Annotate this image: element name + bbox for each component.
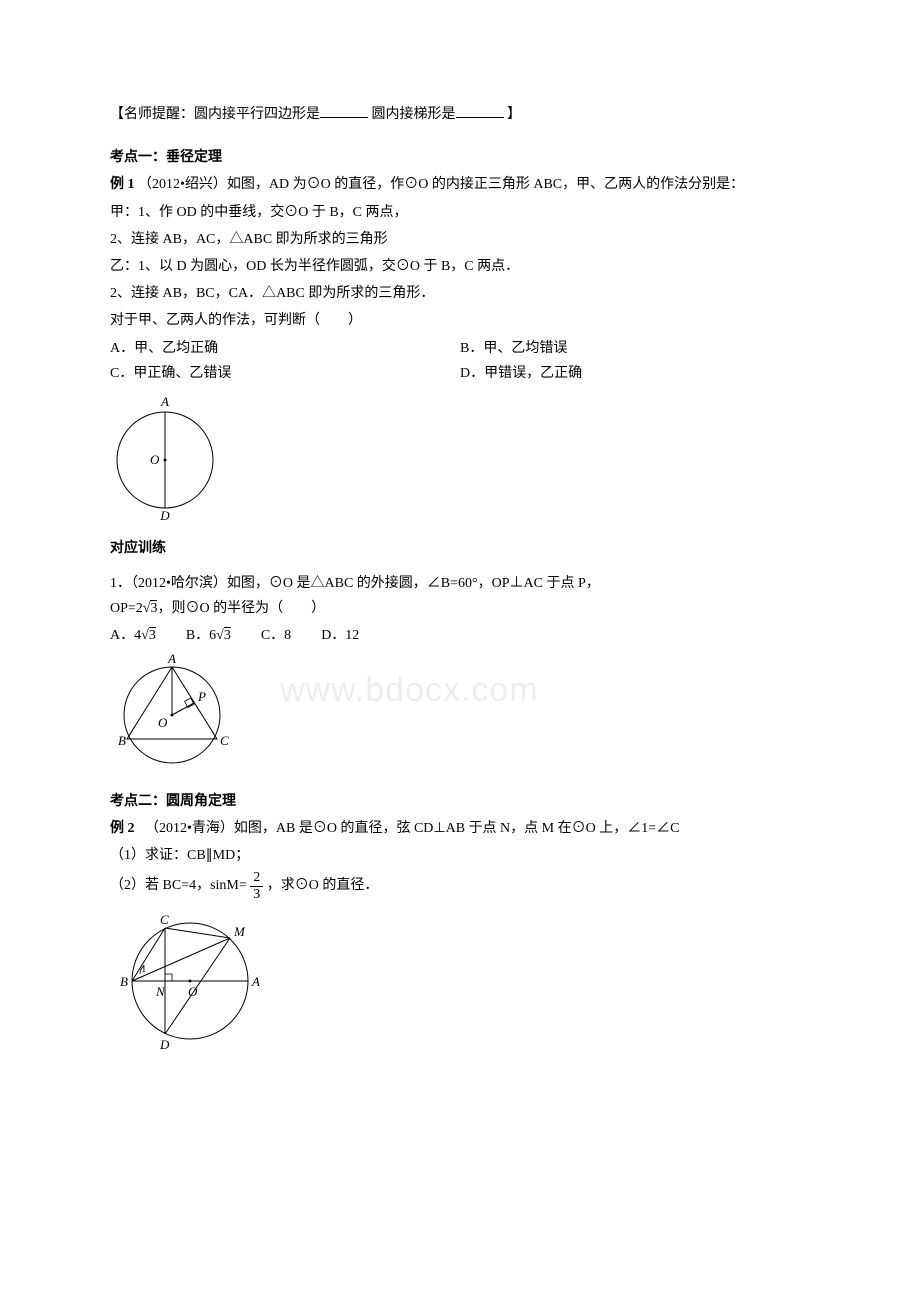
p-opt-a: A．4√3 [110,623,156,648]
example1-line: 例 1 （2012•绍兴）如图，AD 为⊙O 的直径，作⊙O 的内接正三角形 A… [110,172,810,197]
ex2-p2: （2）若 BC=4，sinM= 2 3 ，求⊙O 的直径． [110,870,810,902]
fig3-A: A [251,974,260,989]
options-row1: A．甲、乙均正确 B．甲、乙均错误 [110,336,810,361]
ex2-text: （2012•青海）如图，AB 是⊙O 的直径，弦 CD⊥AB 于点 N，点 M … [145,821,679,836]
p2a: （2）若 BC=4，sinM= [110,878,250,893]
p-opt-d: D．12 [321,623,359,648]
yi-step1: 乙：1、以 D 为圆心，OD 长为半径作圆弧，交⊙O 于 B，C 两点． [110,254,810,279]
tip-mid: 圆内接梯形是 [368,107,456,122]
opt-b: B．甲、乙均错误 [460,336,810,361]
section2-title: 考点二：圆周角定理 [110,789,810,814]
p2b: ，求⊙O 的直径． [267,878,379,893]
ex1-text: （2012•绍兴）如图，AD 为⊙O 的直径，作⊙O 的内接正三角形 ABC，甲… [138,177,744,192]
p-opt-c: C．8 [261,623,291,648]
jia-step2: 2、连接 AB，AC，△ABC 即为所求的三角形 [110,227,810,252]
jia-step1: 甲：1、作 OD 的中垂线，交⊙O 于 B，C 两点， [110,200,810,225]
q1-b: ，则⊙O 的半径为（ ） [157,601,325,616]
practice-options: A．4√3 B．6√3 C．8 D．12 [110,623,810,648]
opt-c: C．甲正确、乙错误 [110,361,460,386]
blank-2 [456,103,504,118]
opt-a: A．甲、乙均正确 [110,336,460,361]
fig3-N: N [155,984,166,999]
opt-d: D．甲错误，乙正确 [460,361,810,386]
fig1-A: A [160,394,169,409]
fig2-B: B [118,733,126,748]
fig1-O: O [150,452,160,467]
ex2-p1: （1）求证：CB∥MD； [110,843,810,868]
fig2-A: A [167,653,176,666]
fig3-D: D [159,1037,170,1052]
fig3-angle1: 1 [141,963,147,975]
fig3-M: M [233,924,246,939]
fig3-O: O [188,984,198,999]
fraction-2-3: 2 3 [250,870,263,902]
judge-line: 对于甲、乙两人的作法，可判断（ ） [110,308,810,333]
figure-triangle-circle: A B C O P [110,653,240,773]
tip-prefix: 【名师提醒：圆内接平行四边形是 [110,107,320,122]
q1-sqrt: √3 [143,600,158,616]
yi-step2: 2、连接 AB，BC，CA．△ABC 即为所求的三角形． [110,281,810,306]
practice-title: 对应训练 [110,536,810,561]
options-row2: C．甲正确、乙错误 D．甲错误，乙正确 [110,361,810,386]
example2-line: 例 2 （2012•青海）如图，AB 是⊙O 的直径，弦 CD⊥AB 于点 N，… [110,816,810,841]
fig2-P: P [197,689,206,704]
tip-suffix: 】 [504,107,522,122]
ex2-label: 例 2 [110,821,135,836]
fig3-B: B [120,974,128,989]
fig2-C: C [220,733,229,748]
practice-q1: 1．（2012•哈尔滨）如图，⊙O 是△ABC 的外接圆，∠B=60°，OP⊥A… [110,571,810,621]
figure-circle-ad: A O D [110,390,220,520]
figure-circle-chord: A B C D M N O 1 [110,906,280,1056]
fig2-O: O [158,715,168,730]
fig1-D: D [159,508,170,520]
p-opt-b: B．6√3 [186,623,231,648]
section1-title: 考点一：垂径定理 [110,145,810,170]
tip-line: 【名师提醒：圆内接平行四边形是 圆内接梯形是 】 [110,102,810,127]
blank-1 [320,103,368,118]
ex1-label: 例 1 [110,177,135,192]
fig3-C: C [160,912,169,927]
